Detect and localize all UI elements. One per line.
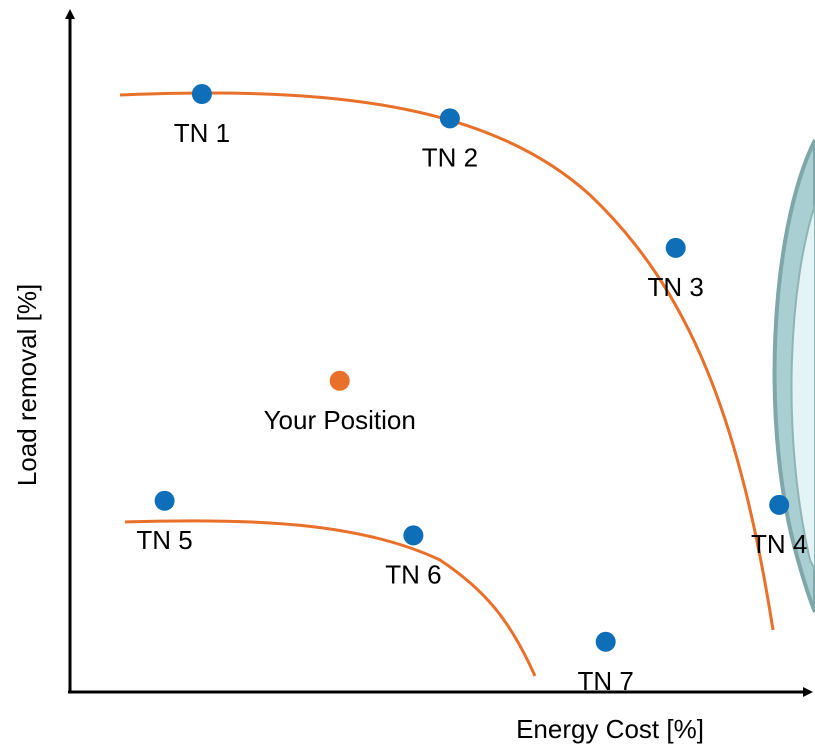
data-point-label: TN 2 xyxy=(422,142,478,172)
data-points: TN 1 TN 2 TN 3 TN 4 TN 5 TN 6 TN 7 Your Positio… xyxy=(136,84,807,696)
lens-inner xyxy=(790,204,815,571)
your-position-point xyxy=(329,370,350,391)
data-point-label: Your Position xyxy=(264,405,416,435)
data-point-label: TN 6 xyxy=(385,559,441,589)
lower-frontier-curve xyxy=(124,519,537,677)
data-point-label: TN 3 xyxy=(648,272,704,302)
data-point xyxy=(769,494,790,515)
data-point xyxy=(595,631,616,652)
decorative-lens xyxy=(772,139,815,613)
y-axis-title: Load removal [%] xyxy=(12,284,42,486)
upper-frontier-curve xyxy=(119,91,775,631)
data-point-label: TN 1 xyxy=(174,118,230,148)
data-point-label: TN 5 xyxy=(136,525,192,555)
data-point xyxy=(403,525,424,546)
x-axis-title: Energy Cost [%] xyxy=(516,714,704,744)
data-point xyxy=(665,237,686,258)
data-point xyxy=(154,490,175,511)
data-point xyxy=(439,108,460,129)
data-point-label: TN 7 xyxy=(578,666,634,696)
data-point xyxy=(191,84,212,104)
data-point-label: TN 4 xyxy=(751,529,807,559)
